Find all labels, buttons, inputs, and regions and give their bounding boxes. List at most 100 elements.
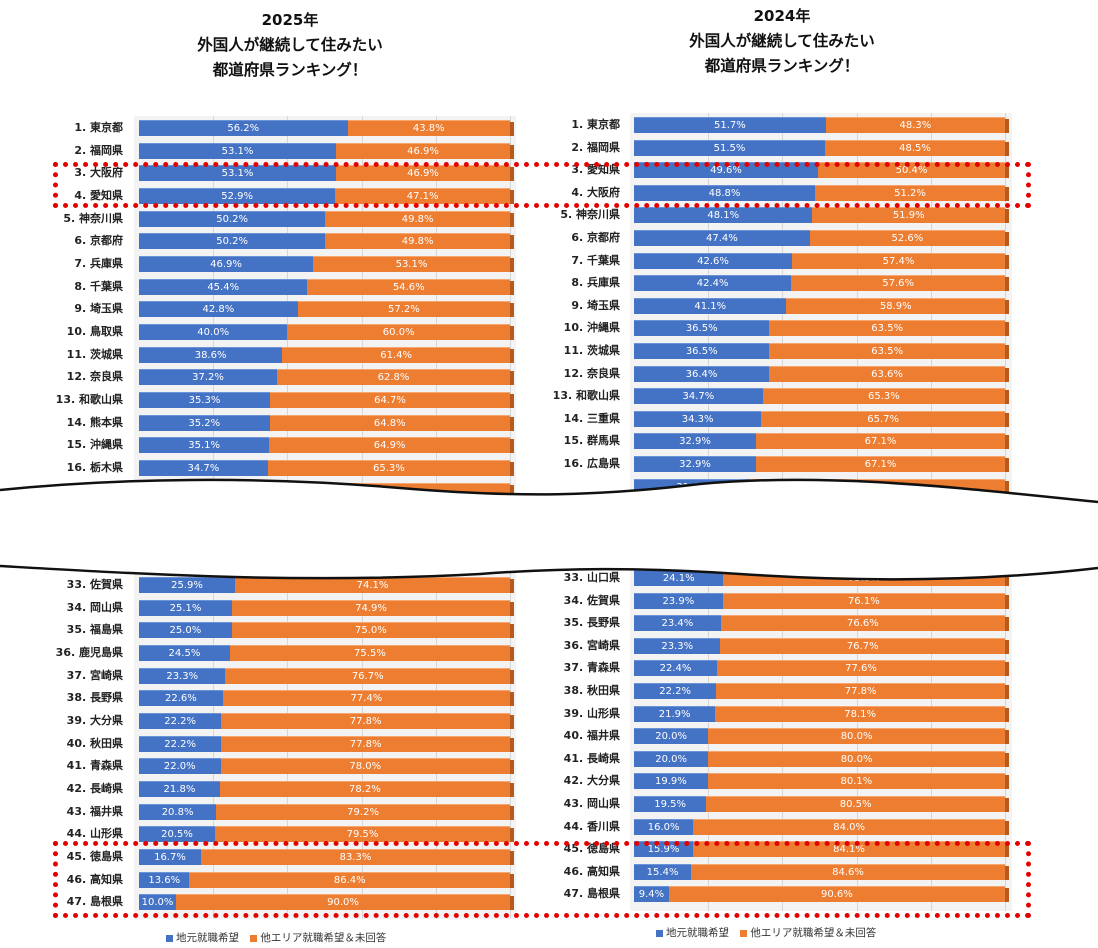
bar-other: 65.3% bbox=[267, 459, 510, 476]
bar-other: 65.3% bbox=[762, 388, 1005, 405]
category-label: 36. 宮崎県 bbox=[563, 638, 620, 652]
category-label: 42. 大分県 bbox=[563, 774, 620, 788]
bar-depth bbox=[510, 393, 514, 408]
bar-local: 46.9% bbox=[139, 255, 313, 272]
bar-depth bbox=[510, 692, 514, 707]
bar-row: 16.7% 83.3% bbox=[139, 848, 514, 865]
bar-local: 23.3% bbox=[634, 637, 721, 654]
bar-other: 53.1% bbox=[312, 255, 510, 272]
bar-local: 21.8% bbox=[139, 780, 220, 797]
category-label: 16. 広島県 bbox=[563, 457, 620, 470]
bar-depth bbox=[510, 850, 514, 865]
chart-title-2024: 2024年 外国人が継続して住みたい 都道府県ランキング！ bbox=[632, 4, 932, 79]
bar-depth bbox=[510, 144, 514, 159]
bar-other: 77.6% bbox=[717, 660, 1005, 677]
bar-other: 63.5% bbox=[769, 343, 1005, 359]
bar-local: 34.3% bbox=[634, 410, 762, 427]
category-label: 4. 大阪府 bbox=[571, 185, 620, 199]
category-label: 10. 鳥取県 bbox=[66, 324, 123, 338]
category-label: 38. 長野県 bbox=[66, 691, 123, 705]
bar-row: 20.8% 79.2% bbox=[139, 803, 514, 820]
bar-row: 35.2% 64.8% bbox=[139, 414, 514, 431]
bar-local: 48.8% bbox=[634, 184, 816, 201]
bar-other: 49.8% bbox=[325, 233, 510, 250]
bar-row: 9.4% 90.6% bbox=[634, 886, 1009, 903]
bar-depth bbox=[1005, 367, 1009, 382]
bar-row: 47.4% 52.6% bbox=[634, 230, 1009, 246]
category-label: 39. 大分県 bbox=[66, 713, 123, 727]
bar-other: 76.6% bbox=[720, 615, 1005, 632]
bar-row: 38.6% 61.4% bbox=[139, 346, 514, 363]
bar-other: 48.5% bbox=[825, 139, 1005, 156]
bar-depth bbox=[510, 873, 514, 888]
bar-other: 52.6% bbox=[809, 230, 1005, 246]
category-label: 1. 東京都 bbox=[571, 118, 620, 131]
category-label: 33. 山口県 bbox=[563, 571, 620, 584]
bar-other: 75.0% bbox=[231, 622, 510, 639]
bar-depth bbox=[1005, 345, 1009, 359]
bar-row: 19.9% 80.1% bbox=[634, 773, 1009, 790]
bar-row: 48.1% 51.9% bbox=[634, 207, 1009, 224]
bar-local: 47.4% bbox=[634, 230, 810, 246]
bar-row: 22.6% 77.4% bbox=[139, 690, 514, 707]
bar-depth bbox=[1005, 752, 1009, 767]
bar-local: 19.5% bbox=[634, 796, 707, 812]
bar-other: 84.6% bbox=[691, 863, 1005, 880]
bar-depth bbox=[1005, 730, 1009, 745]
bar-local: 42.8% bbox=[139, 301, 298, 318]
bar-depth bbox=[1005, 435, 1009, 450]
bar-other: 77.8% bbox=[716, 683, 1005, 699]
bar-row: 25.0% 75.0% bbox=[139, 622, 514, 639]
bar-local: 32.9% bbox=[634, 433, 757, 450]
category-label: 9. 埼玉県 bbox=[571, 298, 620, 312]
bar-local: 16.0% bbox=[634, 818, 694, 835]
bar-other: 60.0% bbox=[287, 323, 510, 340]
bar-other: 76.7% bbox=[720, 637, 1005, 654]
category-label: 2. 福岡県 bbox=[74, 143, 123, 157]
bar-other: 75.5% bbox=[229, 644, 510, 661]
category-label: 13. 和歌山県 bbox=[55, 392, 123, 406]
bar-row: 36.5% 63.5% bbox=[634, 320, 1009, 337]
bar-local: 35.3% bbox=[139, 391, 270, 408]
bar-local: 42.6% bbox=[634, 252, 793, 269]
bar-local: 22.2% bbox=[139, 712, 222, 729]
category-label: 40. 福井県 bbox=[563, 729, 620, 743]
legend-2024: 地元就職希望 他エリア就職希望＆未回答 bbox=[648, 925, 876, 940]
category-label: 35. 長野県 bbox=[563, 616, 620, 630]
bar-depth bbox=[1005, 254, 1009, 269]
category-label: 6. 京都府 bbox=[571, 231, 620, 244]
bar-local: 23.9% bbox=[634, 592, 723, 609]
bar-local: 23.4% bbox=[634, 615, 721, 632]
bar-local: 53.1% bbox=[139, 142, 336, 159]
bar-row: 34.3% 65.7% bbox=[634, 410, 1009, 427]
bar-row: 34.7% 65.3% bbox=[139, 459, 514, 476]
bar-depth bbox=[510, 325, 514, 340]
bar-row: 22.2% 77.8% bbox=[634, 683, 1009, 699]
title-line-2: 都道府県ランキング！ bbox=[212, 61, 368, 79]
bar-row: 22.2% 77.8% bbox=[139, 735, 514, 752]
highlight-box-bottom bbox=[53, 841, 1031, 918]
bar-row: 41.1% 58.9% bbox=[634, 297, 1009, 314]
category-label: 11. 茨城県 bbox=[563, 344, 620, 357]
category-label: 7. 千葉県 bbox=[571, 253, 620, 267]
bar-other: 74.9% bbox=[232, 599, 510, 616]
bar-depth bbox=[1005, 685, 1009, 699]
bar-local: 34.7% bbox=[139, 459, 268, 476]
bar-other: 51.2% bbox=[815, 184, 1005, 201]
bar-depth bbox=[1005, 209, 1009, 224]
bar-depth bbox=[510, 371, 514, 386]
bar-depth bbox=[510, 212, 514, 227]
bar-row: 23.4% 76.6% bbox=[634, 615, 1009, 632]
bar-row: 20.0% 80.0% bbox=[634, 728, 1009, 745]
bar-row: 42.4% 57.6% bbox=[634, 275, 1009, 292]
bar-row: 35.1% 64.9% bbox=[139, 437, 514, 454]
bar-depth bbox=[510, 669, 514, 684]
bar-depth bbox=[1005, 412, 1009, 427]
bar-other: 46.9% bbox=[336, 142, 510, 159]
bar-depth bbox=[510, 737, 514, 752]
bar-depth bbox=[510, 167, 514, 182]
category-label: 37. 宮崎県 bbox=[66, 668, 123, 682]
category-label: 8. 千葉県 bbox=[74, 279, 123, 293]
bar-other: 57.4% bbox=[792, 252, 1005, 269]
bar-local: 20.5% bbox=[139, 826, 216, 843]
